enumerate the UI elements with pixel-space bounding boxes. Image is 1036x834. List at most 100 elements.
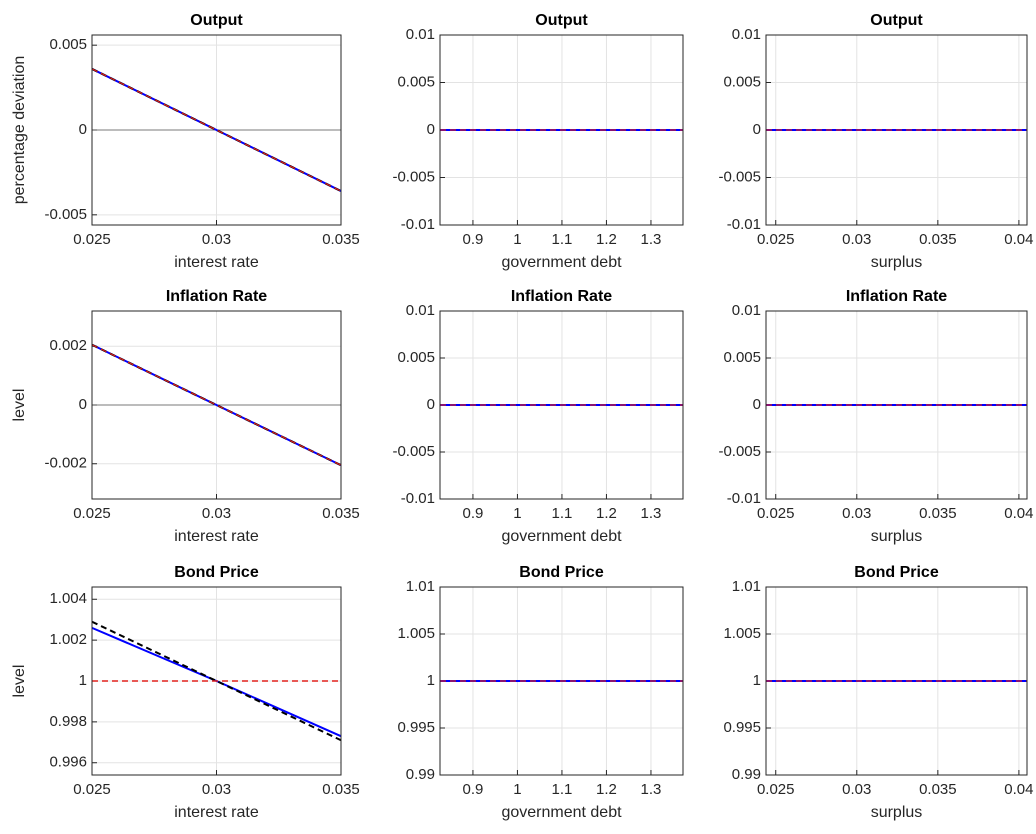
y-tick-label: -0.01 <box>401 216 435 233</box>
y-tick-label: 0.995 <box>723 719 761 736</box>
x-tick-label: 1.1 <box>552 231 573 248</box>
subplot-title: Bond Price <box>519 564 604 581</box>
y-tick-label: 1.01 <box>406 578 435 595</box>
y-tick-label: 0.01 <box>732 26 761 43</box>
x-tick-label: 0.03 <box>842 231 871 248</box>
y-tick-label: 0 <box>79 121 87 138</box>
y-tick-label: 0 <box>427 121 435 138</box>
y-tick-label: -0.005 <box>718 168 761 185</box>
y-tick-label: 0.002 <box>49 337 87 354</box>
y-tick-label: 0.01 <box>732 302 761 319</box>
axes-box <box>439 586 684 776</box>
x-tick-label: 0.03 <box>202 505 231 522</box>
y-tick-label: 0.005 <box>723 73 761 90</box>
x-tick-label: 0.03 <box>842 505 871 522</box>
y-axis-label: level <box>11 665 28 698</box>
y-tick-label: 0.995 <box>397 719 435 736</box>
x-axis-label: government debt <box>501 254 622 271</box>
subplot-title: Inflation Rate <box>511 288 612 305</box>
x-tick-label: 0.035 <box>322 231 360 248</box>
y-tick-label: 1 <box>753 672 761 689</box>
x-tick-label: 1.1 <box>552 781 573 798</box>
y-tick-label: -0.005 <box>392 443 435 460</box>
series-line <box>91 68 342 192</box>
axes-box <box>91 34 342 226</box>
y-tick-label: 0 <box>427 396 435 413</box>
x-axis-label: interest rate <box>174 528 259 545</box>
y-tick-label: 0.99 <box>406 766 435 783</box>
axes-box <box>765 34 1028 226</box>
axes-box <box>439 310 684 500</box>
x-tick-label: 0.03 <box>842 781 871 798</box>
x-tick-label: 1 <box>513 781 521 798</box>
x-tick-label: 1 <box>513 231 521 248</box>
x-tick-label: 1.3 <box>641 781 662 798</box>
subplot-title: Inflation Rate <box>166 288 267 305</box>
x-tick-label: 1 <box>513 505 521 522</box>
y-tick-label: 0 <box>753 396 761 413</box>
subplot: 0.99 0.995 1 1.005 1.01 0.9 1 1.1 1.2 1.3 Bond Pri… <box>397 564 684 821</box>
y-axis-label: level <box>11 389 28 422</box>
subplot: -0.01 -0.005 0 0.005 0.01 0.025 0.03 0.035 0.04 O… <box>718 12 1033 271</box>
y-tick-label: 0.005 <box>723 349 761 366</box>
series-line <box>91 344 342 466</box>
axes-box <box>765 310 1028 500</box>
x-tick-label: 0.9 <box>463 781 484 798</box>
axes-box <box>91 586 342 776</box>
subplot: 0.996 0.998 1 1.002 1.004 0.025 0.03 0.035 Bond … <box>11 564 360 821</box>
y-axis-label: percentage deviation <box>11 56 28 205</box>
x-tick-label: 1.3 <box>641 505 662 522</box>
x-tick-label: 0.9 <box>463 505 484 522</box>
y-tick-label: 1.01 <box>732 578 761 595</box>
x-tick-label: 0.04 <box>1004 505 1033 522</box>
y-tick-label: 0.01 <box>406 26 435 43</box>
y-tick-label: 1.005 <box>723 625 761 642</box>
x-tick-label: 0.035 <box>322 505 360 522</box>
subplot: -0.01 -0.005 0 0.005 0.01 0.9 1 1.1 1.2 1.3 Inflat… <box>392 288 684 545</box>
x-tick-label: 0.04 <box>1004 231 1033 248</box>
y-tick-label: -0.005 <box>44 206 87 223</box>
x-tick-label: 0.025 <box>73 231 111 248</box>
x-tick-label: 1.1 <box>552 505 573 522</box>
y-tick-label: -0.01 <box>727 216 761 233</box>
y-tick-label: 1.004 <box>49 590 87 607</box>
subplot: -0.01 -0.005 0 0.005 0.01 0.9 1 1.1 1.2 1.3 Output… <box>392 12 684 271</box>
x-axis-label: interest rate <box>174 254 259 271</box>
y-tick-label: -0.01 <box>401 490 435 507</box>
y-tick-label: 0.005 <box>397 349 435 366</box>
x-tick-label: 0.025 <box>757 505 795 522</box>
y-tick-label: 0.005 <box>397 73 435 90</box>
x-tick-label: 0.035 <box>919 505 957 522</box>
y-tick-label: 1 <box>79 672 87 689</box>
y-tick-label: -0.005 <box>718 443 761 460</box>
axes-box <box>91 310 342 500</box>
subplot: -0.002 0 0.002 0.025 0.03 0.035 Inflation Rate… <box>11 288 360 545</box>
subplot-title: Bond Price <box>854 564 939 581</box>
subplot: 0.99 0.995 1 1.005 1.01 0.025 0.03 0.035 0.04 Bon… <box>723 564 1033 821</box>
x-axis-label: interest rate <box>174 804 259 821</box>
y-tick-label: 0.996 <box>49 754 87 771</box>
x-tick-label: 0.03 <box>202 231 231 248</box>
x-tick-label: 0.9 <box>463 231 484 248</box>
subplot-title: Output <box>535 12 588 29</box>
subplot: -0.01 -0.005 0 0.005 0.01 0.025 0.03 0.035 0.04 I… <box>718 288 1033 545</box>
subplot-title: Inflation Rate <box>846 288 947 305</box>
x-tick-label: 1.2 <box>596 505 617 522</box>
subplot-title: Bond Price <box>174 564 259 581</box>
y-tick-label: 0.998 <box>49 713 87 730</box>
y-tick-label: -0.01 <box>727 490 761 507</box>
subplot-title: Output <box>190 12 243 29</box>
series-line <box>91 620 342 742</box>
subplot: -0.005 0 0.005 0.025 0.03 0.035 Output interest… <box>11 12 360 271</box>
x-axis-label: surplus <box>871 528 923 545</box>
x-tick-label: 1.2 <box>596 781 617 798</box>
x-tick-label: 0.035 <box>919 781 957 798</box>
y-tick-label: 0 <box>753 121 761 138</box>
y-tick-label: 1 <box>427 672 435 689</box>
x-tick-label: 1.3 <box>641 231 662 248</box>
y-tick-label: 1.002 <box>49 631 87 648</box>
x-axis-label: government debt <box>501 528 622 545</box>
x-tick-label: 0.03 <box>202 781 231 798</box>
y-tick-label: 0 <box>79 396 87 413</box>
